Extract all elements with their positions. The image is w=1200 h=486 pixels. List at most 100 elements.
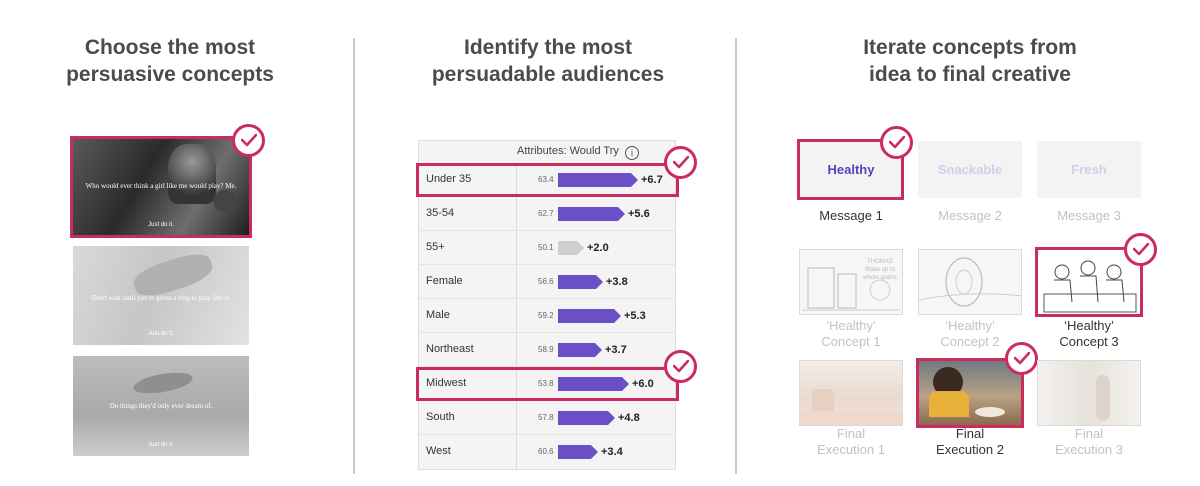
col3-heading: Iterate concepts from idea to final crea… [820,34,1120,88]
row-bar [558,173,638,187]
table-row[interactable]: 55+ 50.1 +2.0 [419,231,675,265]
concept-label-line2: Concept 3 [1059,334,1119,349]
col1-heading-line2: persuasive concepts [66,63,274,86]
football-player-figure [168,144,216,204]
row-value: 57.8 [538,413,554,422]
check-icon [232,124,265,157]
execution-label-line2: Execution 3 [1055,442,1123,457]
message-label: Message 3 [1057,208,1121,223]
column-separator [516,163,517,469]
row-highlight-midwest [416,367,679,401]
col3-heading-line1: Iterate concepts from [863,36,1077,59]
row-label: Northeast [426,343,474,355]
table-row[interactable]: Northeast 58.9 +3.7 [419,333,675,367]
col1-heading: Choose the most persuasive concepts [20,34,320,88]
column-header-label: Attributes: Would Try [517,145,619,157]
row-divider [419,332,675,333]
divider-1 [353,38,355,474]
execution-photo-3[interactable] [1037,360,1141,426]
row-value: 62.7 [538,209,554,218]
row-value: 56.6 [538,277,554,286]
row-highlight-under-35 [416,163,679,197]
concept-label: ‘Healthy’ Concept 1 [799,318,903,350]
col1-heading-line1: Choose the most [84,36,256,59]
message-label: Message 1 [819,208,883,223]
col2-heading: Identify the most persuadable audiences [398,34,698,88]
message-card-fresh[interactable]: Fresh [1037,141,1141,198]
table-column-header: Attributes: Would Try i [517,145,639,160]
concept-image-1-highlight [70,136,252,238]
child-body-figure [929,391,969,417]
concept-sketch-2[interactable] [918,249,1022,315]
row-divider [419,264,675,265]
col2-heading-line2: persuadable audiences [431,63,665,86]
row-delta: +4.8 [618,412,640,424]
row-label: West [426,445,451,457]
concept-3-highlight [1035,247,1143,317]
check-icon [1005,342,1038,375]
check-icon [880,126,913,159]
execution-photo-2[interactable] [918,360,1022,426]
concept-image-3[interactable]: Do things they'd only ever dream of. Jus… [73,356,249,456]
row-value: 60.6 [538,447,554,456]
check-icon [1124,233,1157,266]
row-label: Male [426,309,450,321]
message-label: Message 2 [938,208,1002,223]
message-card-snackable[interactable]: Snackable [918,141,1022,198]
row-value: 63.4 [538,175,554,184]
message-card-highlight [797,139,904,200]
row-label: 55+ [426,241,445,253]
info-icon[interactable]: i [624,146,639,160]
person-figure [1096,375,1110,421]
concept-label: ‘Healthy’ Concept 2 [918,318,1022,350]
concept-image-2-caption: Don't wait until you're given a ring to … [91,294,231,302]
row-bar [558,309,621,323]
execution-label: Final Execution 3 [1037,426,1141,458]
row-bar [558,445,598,459]
table-row[interactable]: Female 56.6 +3.8 [419,265,675,299]
plate-figure [975,407,1005,417]
row-bar [558,241,584,255]
row-bar [558,275,603,289]
concept-image-1-brand: Just do it. [148,222,174,228]
row-delta: +6.0 [632,378,654,390]
execution-label-line2: Execution 1 [817,442,885,457]
row-label: Under 35 [426,173,472,185]
table-row[interactable]: 35-54 62.7 +5.6 [419,197,675,231]
execution-label-line1: Final [955,426,985,441]
concept-image-3-caption: Do things they'd only ever dream of. [109,402,213,410]
execution-label: Final Execution 2 [918,426,1022,458]
concept-sketch-1-text: THOMAS Wake up to whole grains [863,259,897,281]
row-divider [419,366,675,367]
gymnast-figure [131,368,195,398]
row-bar [558,343,602,357]
row-divider [419,230,675,231]
row-label: Female [426,275,463,287]
row-bar [558,377,629,391]
concept-image-1[interactable]: Who would ever think a girl like me woul… [73,138,249,236]
row-value: 58.9 [538,345,554,354]
table-row[interactable]: West 60.6 +3.4 [419,435,675,469]
row-label: Midwest [426,377,467,389]
execution-label-line1: Final [1074,426,1104,441]
execution-label-line2: Execution 2 [936,442,1004,457]
concept-image-2[interactable]: Don't wait until you're given a ring to … [73,246,249,345]
row-bar [558,411,615,425]
execution-photo-1[interactable] [799,360,903,426]
row-value: 59.2 [538,311,554,320]
concept-label: ‘Healthy’ Concept 3 [1037,318,1141,350]
row-delta: +3.7 [605,344,627,356]
table-figure [800,411,902,425]
concept-label-line2: Concept 1 [821,334,881,349]
row-label: 35-54 [426,207,455,219]
concept-image-3-brand: Just do it. [148,442,174,448]
row-divider [419,434,675,435]
player-helmet [213,190,237,212]
row-delta: +2.0 [587,242,609,254]
table-row[interactable]: Male 59.2 +5.3 [419,299,675,333]
table-row[interactable]: South 57.8 +4.8 [419,401,675,435]
row-value: 53.8 [538,379,554,388]
concept-sketch-1[interactable]: THOMAS Wake up to whole grains [799,249,903,315]
concept-image-2-brand: Just do it. [148,331,174,337]
divider-2 [735,38,737,474]
